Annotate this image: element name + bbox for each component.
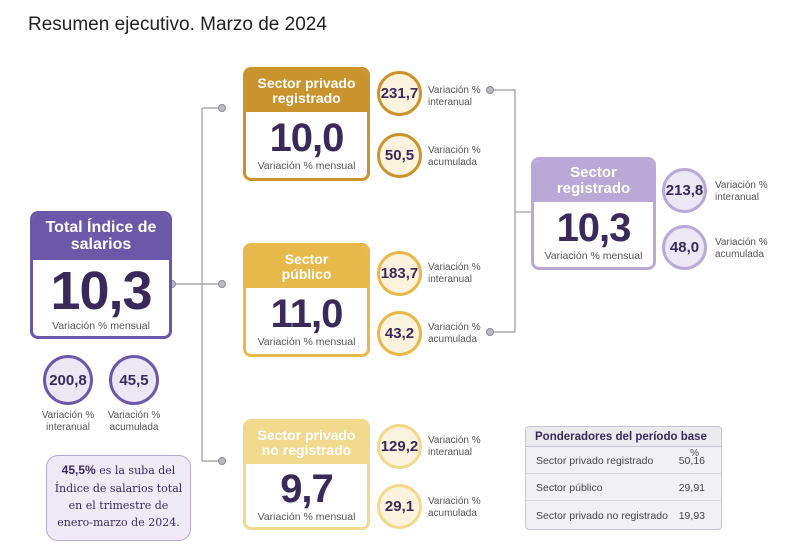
connector-registrado-group (490, 89, 516, 333)
ponderadores-row: % Sector privado registrado 50,16 (526, 447, 721, 474)
sector-privado-registrado-card: Sector privado registrado 10,0 Variación… (243, 67, 370, 181)
page-title: Resumen ejecutivo. Marzo de 2024 (28, 14, 327, 35)
sector-no-registrado-caption: Variación % mensual (257, 510, 356, 523)
total-interanual-circle: 200,8 (43, 355, 93, 405)
sector-publico-value: 11,0 (270, 292, 344, 336)
sector-registrado-caption: Variación % mensual (544, 249, 643, 262)
connector-dot-no-registrado (218, 457, 226, 465)
registrado-interanual-label: Variación % interanual (715, 180, 768, 203)
registrado-interanual-circle: 213,8 (662, 168, 707, 213)
total-interanual-label: Variación % interanual (41, 410, 95, 433)
ponderadores-row-value: 19,93 (678, 510, 705, 522)
ponderadores-row-value: 50,16 (678, 455, 705, 467)
publico-interanual-label: Variación % interanual (428, 262, 481, 285)
registrado-interanual-value: 213,8 (665, 182, 704, 199)
summary-note-text: es la suba del Índice de salarios total … (54, 464, 183, 529)
sector-privado-registrado-title: Sector privado registrado (246, 70, 367, 112)
no-registrado-acumulada-label: Variación % acumulada (428, 496, 481, 519)
no-registrado-interanual-value: 129,2 (380, 438, 419, 455)
publico-acumulada-label: Variación % acumulada (428, 322, 481, 345)
sector-no-registrado-value: 9,7 (280, 466, 334, 511)
total-index-card: Total Índice de salarios 10,3 Variación … (30, 211, 172, 339)
sector-no-registrado-card: Sector privado no registrado 9,7 Variaci… (243, 419, 370, 530)
ponderadores-unit: % (690, 448, 699, 459)
sector-privado-registrado-value: 10,0 (269, 116, 345, 160)
ponderadores-row-name: Sector público (536, 482, 603, 494)
sector-publico-caption: Variación % mensual (257, 336, 356, 348)
registrado-acumulada-value: 48,0 (669, 239, 700, 256)
ponderadores-row-name: Sector privado registrado (536, 455, 654, 467)
no-registrado-interanual-label: Variación % interanual (428, 435, 481, 458)
connector-dot-publico (218, 280, 226, 288)
publico-acumulada-value: 43,2 (384, 325, 415, 342)
publico-interanual-circle: 183,7 (377, 251, 422, 296)
privado-registrado-acumulada-label: Variación % acumulada (428, 145, 481, 168)
total-interanual-value: 200,8 (49, 371, 87, 389)
ponderadores-row-value: 29,91 (678, 482, 705, 494)
total-index-caption: Variación % mensual (52, 320, 150, 332)
total-index-value: 10,3 (50, 261, 152, 321)
privado-registrado-acumulada-value: 50,5 (384, 147, 415, 164)
connector-dot-interanual-privado (486, 86, 494, 94)
ponderadores-title: Ponderadores del período base (526, 427, 721, 447)
no-registrado-acumulada-circle: 29,1 (377, 484, 422, 529)
sector-publico-card: Sector público 11,0 Variación % mensual (243, 243, 370, 357)
sector-privado-registrado-caption: Variación % mensual (257, 160, 356, 172)
ponderadores-row: Sector público 29,91 (526, 474, 721, 501)
privado-registrado-acumulada-circle: 50,5 (377, 133, 422, 178)
total-index-title: Total Índice de salarios (33, 214, 169, 260)
connector-dot-privado (218, 104, 226, 112)
total-acumulada-value: 45,5 (119, 371, 149, 389)
sector-registrado-value: 10,3 (556, 205, 632, 250)
privado-registrado-interanual-circle: 231,7 (377, 71, 422, 116)
sector-publico-title: Sector público (246, 246, 367, 288)
registrado-acumulada-label: Variación % acumulada (715, 237, 768, 260)
total-acumulada-circle: 45,5 (109, 355, 159, 405)
no-registrado-acumulada-value: 29,1 (384, 498, 415, 515)
ponderadores-row-name: Sector privado no registrado (536, 510, 668, 522)
publico-interanual-value: 183,7 (380, 265, 419, 282)
sector-registrado-title: Sector registrado (534, 160, 653, 202)
registrado-acumulada-circle: 48,0 (662, 225, 707, 270)
total-acumulada-label: Variación % acumulada (107, 410, 161, 433)
no-registrado-interanual-circle: 129,2 (377, 424, 422, 469)
privado-registrado-interanual-value: 231,7 (380, 85, 419, 102)
summary-note-highlight: 45,5% (61, 463, 96, 477)
summary-note: 45,5% es la suba del Índice de salarios … (46, 455, 191, 541)
publico-acumulada-circle: 43,2 (377, 311, 422, 356)
privado-registrado-interanual-label: Variación % interanual (428, 85, 481, 108)
sector-no-registrado-title: Sector privado no registrado (246, 422, 367, 464)
sector-registrado-card: Sector registrado 10,3 Variación % mensu… (531, 157, 656, 270)
ponderadores-row: Sector privado no registrado 19,93 (526, 501, 721, 528)
connector-dot-acumulada-publico (486, 328, 494, 336)
ponderadores-table: Ponderadores del período base % Sector p… (525, 426, 722, 530)
